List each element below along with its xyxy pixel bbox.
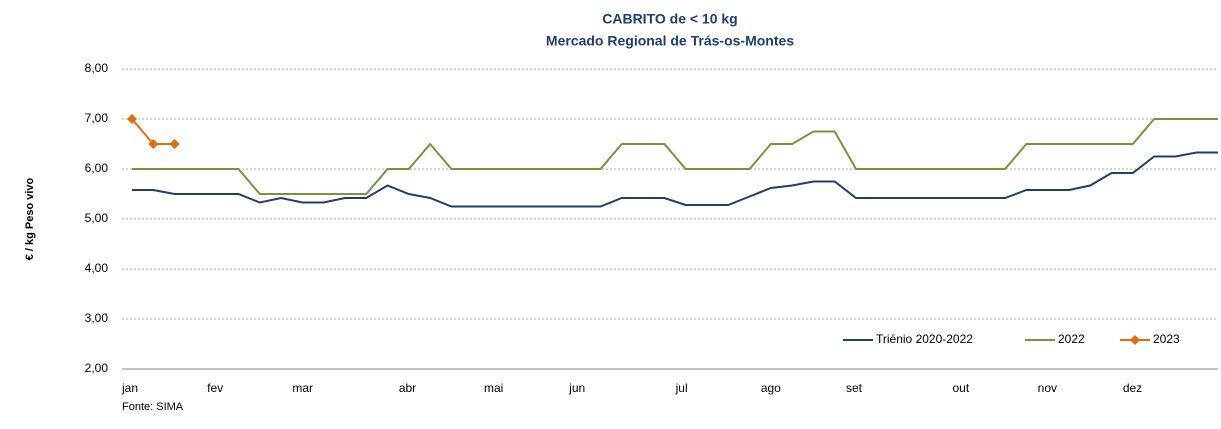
legend-label: 2022: [1058, 332, 1085, 346]
x-tick-label: jan: [121, 381, 138, 395]
chart-title: CABRITO de < 10 kg: [602, 11, 738, 27]
x-tick-label: out: [952, 381, 969, 395]
x-tick-label: mar: [292, 381, 313, 395]
legend-marker: [1130, 335, 1140, 345]
y-tick-label: 4,00: [85, 261, 109, 275]
legend-label: Triénio 2020-2022: [876, 332, 973, 346]
x-tick-label: jul: [675, 381, 688, 395]
x-tick-label: jun: [568, 381, 585, 395]
x-tick-label: fev: [207, 381, 223, 395]
x-tick-label: nov: [1038, 381, 1057, 395]
marker: [169, 139, 180, 149]
chart-subtitle: Mercado Regional de Trás-os-Montes: [546, 33, 794, 49]
x-tick-label: ago: [761, 381, 781, 395]
y-tick-label: 5,00: [85, 211, 109, 225]
y-tick-label: 3,00: [85, 311, 109, 325]
y-tick-label: 6,00: [85, 161, 109, 175]
x-tick-label: dez: [1123, 381, 1142, 395]
series-line: [132, 151, 1218, 208]
legend-label: 2023: [1153, 332, 1180, 346]
series-line: [132, 118, 1218, 195]
x-tick-label: abr: [399, 381, 416, 395]
marker: [148, 139, 159, 149]
y-tick-label: 2,00: [85, 361, 109, 375]
y-axis-label: € / kg Peso vivo: [24, 177, 36, 260]
x-tick-label: set: [846, 381, 863, 395]
source: Fonte: SIMA: [122, 401, 184, 413]
x-tick-label: mai: [484, 381, 503, 395]
y-tick-label: 8,00: [85, 61, 109, 75]
marker: [127, 114, 137, 124]
y-tick-label: 7,00: [85, 111, 109, 125]
